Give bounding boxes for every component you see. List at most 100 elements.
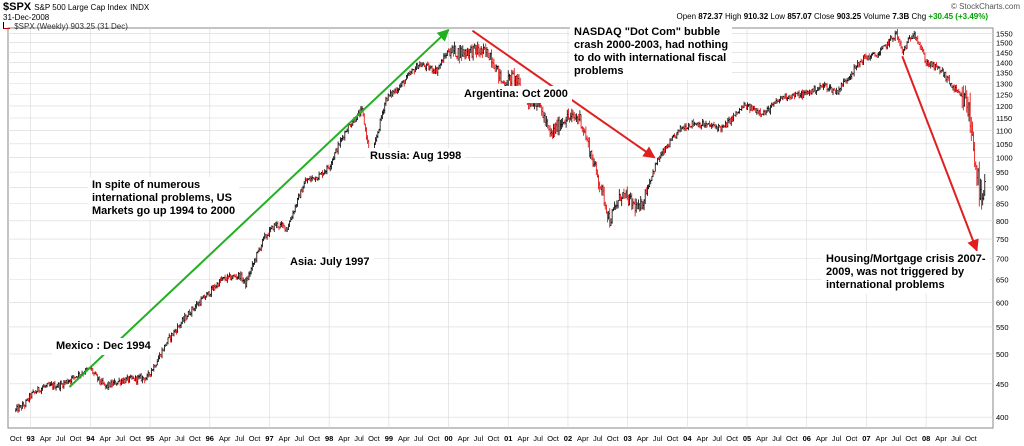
x-tick-label: Oct	[488, 434, 501, 443]
x-tick-label: 03	[623, 434, 631, 443]
chg-value: +30.45 (+3.49%)	[928, 12, 988, 21]
x-axis: Oct 93 Apr Jul Oct 94 Apr Jul Oct 95 Apr Jul Oct 96 Ap…	[10, 434, 978, 443]
x-tick-label: Oct	[428, 434, 441, 443]
y-tick-label: 1400	[996, 58, 1013, 67]
x-tick-label: Jul	[772, 434, 782, 443]
y-tick-label: 700	[996, 255, 1009, 264]
x-tick-label: 94	[86, 434, 95, 443]
price-bars	[15, 29, 986, 413]
y-tick-label: 1250	[996, 90, 1013, 99]
x-tick-label: 93	[27, 434, 35, 443]
x-tick-label: Jul	[414, 434, 424, 443]
x-tick-label: Jul	[653, 434, 663, 443]
x-tick-label: 04	[683, 434, 692, 443]
index-name: S&P 500 Large Cap Index	[34, 3, 128, 12]
annotation-asia: Asia: July 1997	[286, 254, 374, 271]
ohlc-stats: Open 872.37 High 910.32 Low 857.07 Close…	[676, 12, 988, 21]
chart-date: 31-Dec-2008	[3, 13, 50, 22]
y-axis: 400 450 500 550 600 650 700 750 800 850 900 950 1000…	[996, 29, 1013, 422]
y-tick-label: 650	[996, 276, 1009, 285]
annotation-argentina: Argentina: Oct 2000	[460, 86, 572, 103]
x-tick-label: Oct	[607, 434, 620, 443]
x-tick-label: Oct	[547, 434, 560, 443]
y-tick-label: 900	[996, 183, 1009, 192]
y-tick-label: 600	[996, 298, 1009, 307]
annotation-mexico: Mexico : Dec 1994	[52, 338, 155, 355]
volume-value: 7.3B	[892, 12, 910, 21]
x-tick-label: Oct	[368, 434, 381, 443]
x-tick-label: Apr	[279, 434, 291, 443]
annotation-us-markets: In spite of numerous international probl…	[88, 177, 240, 220]
x-tick-label: Apr	[40, 434, 52, 443]
x-tick-label: Oct	[846, 434, 859, 443]
x-tick-label: Apr	[219, 434, 231, 443]
x-tick-label: Jul	[891, 434, 901, 443]
y-tick-label: 950	[996, 168, 1009, 177]
chg-label: Chg	[911, 12, 927, 21]
y-tick-label: 500	[996, 350, 1009, 359]
x-tick-label: Apr	[99, 434, 111, 443]
y-tick-label: 450	[996, 380, 1009, 389]
high-label: High	[725, 12, 742, 21]
x-tick-label: 96	[206, 434, 214, 443]
x-tick-label: Oct	[70, 434, 83, 443]
symbol-text: $SPX	[3, 1, 32, 13]
brand-watermark: © StockCharts.com	[950, 2, 1020, 11]
x-tick-label: Oct	[786, 434, 799, 443]
y-tick-label: 850	[996, 200, 1009, 209]
x-tick-label: Jul	[533, 434, 543, 443]
annotation-nasdaq: NASDAQ "Dot Com" bubble crash 2000-2003,…	[570, 24, 733, 80]
downtrend-arrow-2	[901, 55, 979, 252]
volume-label: Volume	[863, 12, 891, 21]
x-tick-label: Oct	[10, 434, 23, 443]
x-tick-label: Jul	[295, 434, 305, 443]
x-tick-label: Oct	[308, 434, 321, 443]
x-tick-label: Apr	[696, 434, 708, 443]
x-tick-label: Jul	[115, 434, 125, 443]
x-tick-label: Apr	[935, 434, 947, 443]
x-tick-label: Oct	[905, 434, 918, 443]
y-tick-label: 800	[996, 217, 1009, 226]
legend-text: $SPX (Weekly) 903.25 (31 Dec)	[14, 22, 128, 31]
x-tick-label: Oct	[965, 434, 978, 443]
x-tick-label: 00	[444, 434, 452, 443]
x-tick-label: Jul	[354, 434, 364, 443]
y-tick-label: 1050	[996, 140, 1013, 149]
x-tick-label: Jul	[175, 434, 185, 443]
x-tick-label: 97	[265, 434, 273, 443]
x-tick-label: 95	[146, 434, 154, 443]
open-value: 872.37	[698, 12, 723, 21]
x-tick-label: Jul	[56, 434, 66, 443]
series-legend: $SPX (Weekly) 903.25 (31 Dec)	[3, 22, 128, 31]
x-tick-label: Apr	[876, 434, 888, 443]
x-tick-label: Jul	[593, 434, 603, 443]
y-tick-label: 1100	[996, 127, 1012, 136]
x-tick-label: Apr	[577, 434, 589, 443]
x-tick-label: Apr	[159, 434, 171, 443]
x-tick-label: Jul	[474, 434, 484, 443]
y-tick-label: 1350	[996, 69, 1013, 78]
y-tick-label: 1300	[996, 79, 1013, 88]
x-tick-label: Apr	[517, 434, 529, 443]
high-value: 910.32	[743, 12, 769, 21]
x-tick-label: 05	[743, 434, 751, 443]
x-tick-label: Oct	[189, 434, 202, 443]
x-tick-label: Apr	[398, 434, 410, 443]
y-tick-label: 1000	[996, 154, 1013, 163]
close-value: 903.25	[836, 12, 862, 21]
y-tick-label: 400	[996, 413, 1009, 422]
x-tick-label: Apr	[816, 434, 828, 443]
x-tick-label: 02	[564, 434, 572, 443]
x-tick-label: Oct	[726, 434, 739, 443]
x-tick-label: Jul	[951, 434, 961, 443]
open-label: Open	[676, 12, 697, 21]
legend-swatch-icon	[3, 22, 10, 29]
x-tick-label: Apr	[338, 434, 350, 443]
x-tick-label: Jul	[712, 434, 722, 443]
exchange: INDX	[130, 3, 150, 12]
x-tick-label: Jul	[832, 434, 842, 443]
x-tick-label: Oct	[249, 434, 262, 443]
x-tick-label: 08	[922, 434, 930, 443]
x-tick-label: 99	[385, 434, 393, 443]
